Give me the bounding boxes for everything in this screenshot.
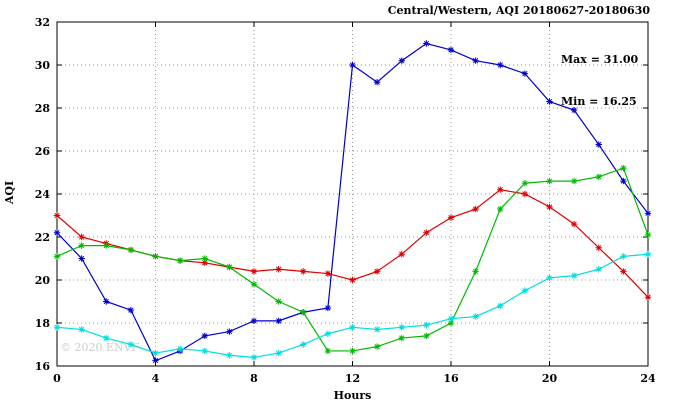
max-value-label: Max = 31.00 bbox=[561, 53, 639, 66]
svg-text:24: 24 bbox=[35, 188, 51, 201]
svg-text:16: 16 bbox=[35, 360, 51, 373]
svg-text:16: 16 bbox=[443, 372, 459, 385]
svg-text:24: 24 bbox=[640, 372, 656, 385]
svg-text:12: 12 bbox=[345, 372, 360, 385]
svg-text:0: 0 bbox=[53, 372, 61, 385]
svg-text:4: 4 bbox=[152, 372, 160, 385]
y-axis-label: AQI bbox=[3, 180, 17, 205]
svg-text:20: 20 bbox=[35, 274, 51, 287]
svg-text:28: 28 bbox=[35, 102, 51, 115]
svg-text:32: 32 bbox=[35, 16, 50, 29]
watermark: © 2020 ENVF bbox=[60, 341, 140, 354]
svg-text:30: 30 bbox=[35, 59, 51, 72]
chart-title: Central/Western, AQI 20180627-20180630 bbox=[387, 4, 650, 17]
svg-text:20: 20 bbox=[542, 372, 558, 385]
min-value-label: Min = 16.25 bbox=[561, 95, 637, 108]
svg-text:22: 22 bbox=[35, 231, 50, 244]
x-axis-label: Hours bbox=[333, 389, 372, 402]
svg-text:8: 8 bbox=[250, 372, 258, 385]
svg-text:26: 26 bbox=[35, 145, 51, 158]
max-min-annotation: Max = 31.00 Min = 16.25 bbox=[561, 25, 638, 137]
svg-text:18: 18 bbox=[35, 317, 51, 330]
